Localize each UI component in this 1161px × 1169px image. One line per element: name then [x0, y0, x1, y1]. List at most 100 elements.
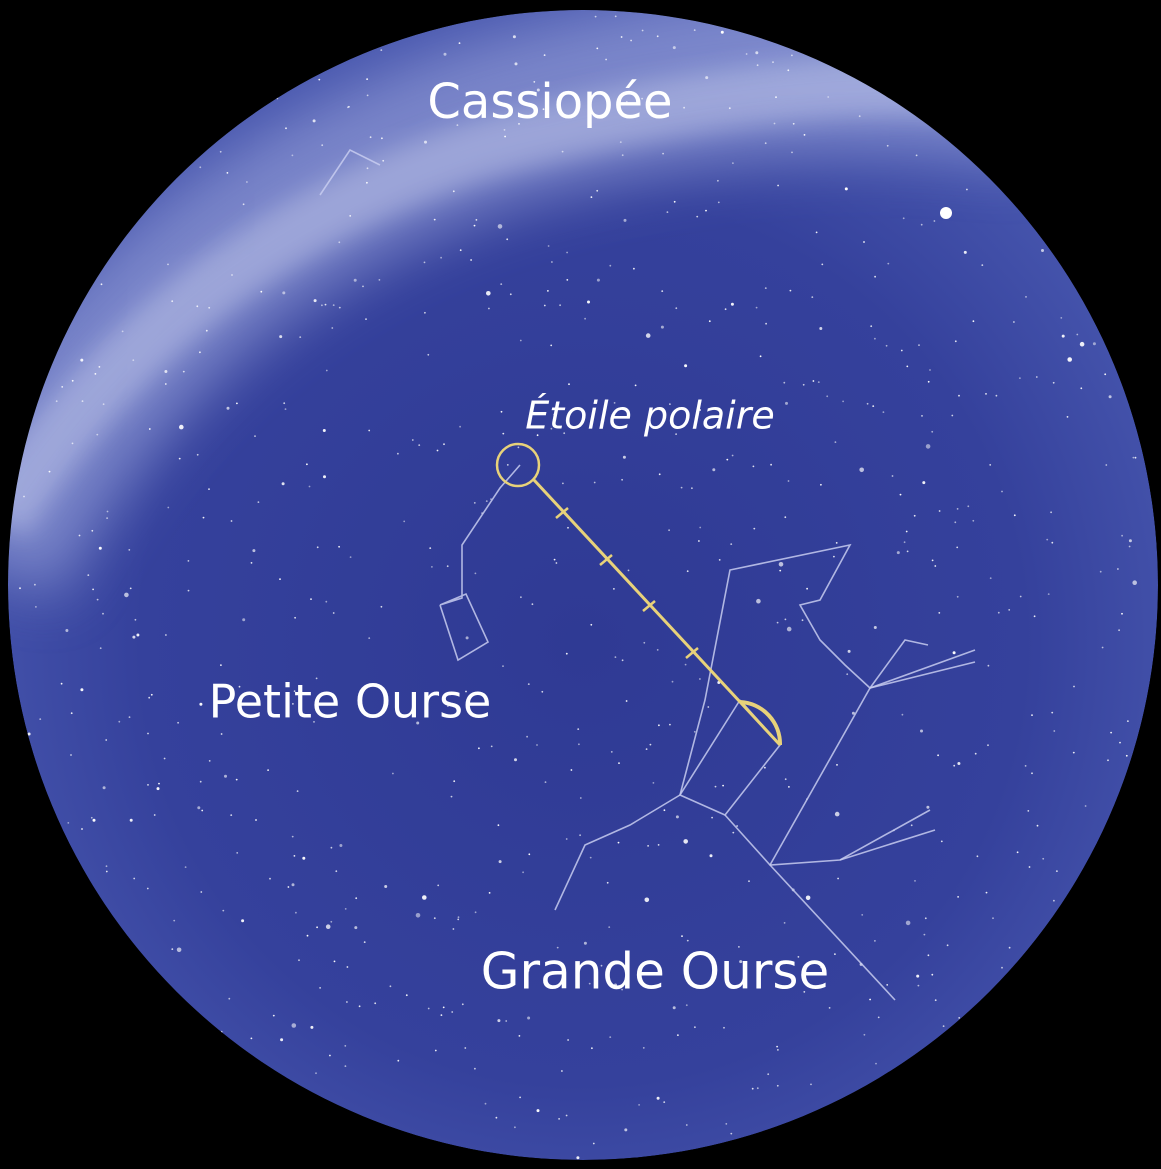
star [1050, 511, 1052, 514]
star [366, 78, 368, 80]
star [844, 187, 848, 191]
star [656, 1096, 660, 1100]
star [474, 911, 477, 914]
star [150, 693, 153, 696]
star [423, 261, 426, 264]
star [269, 877, 271, 880]
star [931, 430, 934, 433]
star [989, 464, 992, 466]
constellation-line [769, 687, 871, 866]
star [619, 141, 622, 144]
star [836, 764, 838, 766]
star [325, 369, 328, 372]
star [885, 344, 888, 347]
star [257, 501, 260, 503]
star [1053, 899, 1055, 902]
star [725, 1123, 728, 1125]
star [527, 1016, 531, 1020]
star [954, 521, 957, 524]
star [1001, 490, 1003, 493]
constellation-line [439, 464, 521, 662]
star [504, 135, 506, 138]
star [470, 259, 472, 261]
star [90, 816, 93, 819]
star [717, 201, 720, 204]
star [368, 429, 371, 432]
star [614, 15, 617, 18]
star [578, 743, 580, 746]
star [658, 473, 661, 476]
star [531, 603, 534, 606]
star [389, 985, 392, 988]
star [34, 583, 36, 586]
star [118, 720, 121, 723]
star [851, 711, 855, 715]
star [806, 587, 808, 590]
star [614, 983, 617, 987]
star [1047, 593, 1050, 595]
star [437, 884, 440, 887]
bright-star [940, 207, 952, 219]
star [900, 349, 903, 352]
star [610, 751, 613, 753]
star [332, 612, 335, 614]
star [621, 988, 623, 991]
star [339, 844, 343, 847]
star [536, 744, 538, 746]
star [931, 559, 934, 562]
star [1013, 514, 1016, 517]
star [683, 839, 688, 844]
star [484, 1102, 487, 1105]
star [461, 1003, 464, 1006]
star [182, 370, 185, 373]
star [562, 482, 564, 485]
star [457, 918, 460, 921]
star [896, 551, 900, 555]
star [1016, 851, 1019, 854]
star [770, 463, 772, 466]
star [846, 673, 849, 676]
star [1031, 772, 1033, 775]
star [732, 831, 735, 834]
star [310, 1025, 314, 1029]
star [685, 1124, 688, 1126]
star [567, 526, 569, 529]
star [656, 35, 659, 38]
star [596, 47, 599, 50]
star [1125, 754, 1128, 757]
star [985, 891, 988, 894]
star [380, 49, 383, 51]
label-ursa-minor: Petite Ourse [209, 675, 492, 729]
star [321, 144, 324, 147]
star [199, 166, 202, 169]
star [105, 865, 108, 868]
star [666, 211, 669, 214]
star [397, 452, 399, 455]
star [310, 598, 312, 600]
star [456, 124, 459, 126]
star [755, 51, 759, 55]
star [228, 997, 231, 1000]
star [717, 179, 719, 182]
star [764, 766, 766, 769]
star [1072, 751, 1075, 754]
star [624, 1128, 628, 1132]
star [133, 877, 136, 880]
star [306, 463, 308, 466]
star [784, 516, 787, 519]
star [920, 729, 923, 733]
star [625, 700, 628, 702]
star [465, 636, 469, 640]
star [497, 224, 503, 229]
star [647, 845, 649, 847]
star [934, 565, 937, 567]
star [958, 1017, 961, 1019]
star [777, 184, 779, 187]
star [1056, 870, 1058, 872]
star [779, 569, 782, 572]
star [718, 559, 721, 561]
star [429, 547, 432, 549]
star [171, 948, 174, 950]
star [938, 510, 941, 512]
